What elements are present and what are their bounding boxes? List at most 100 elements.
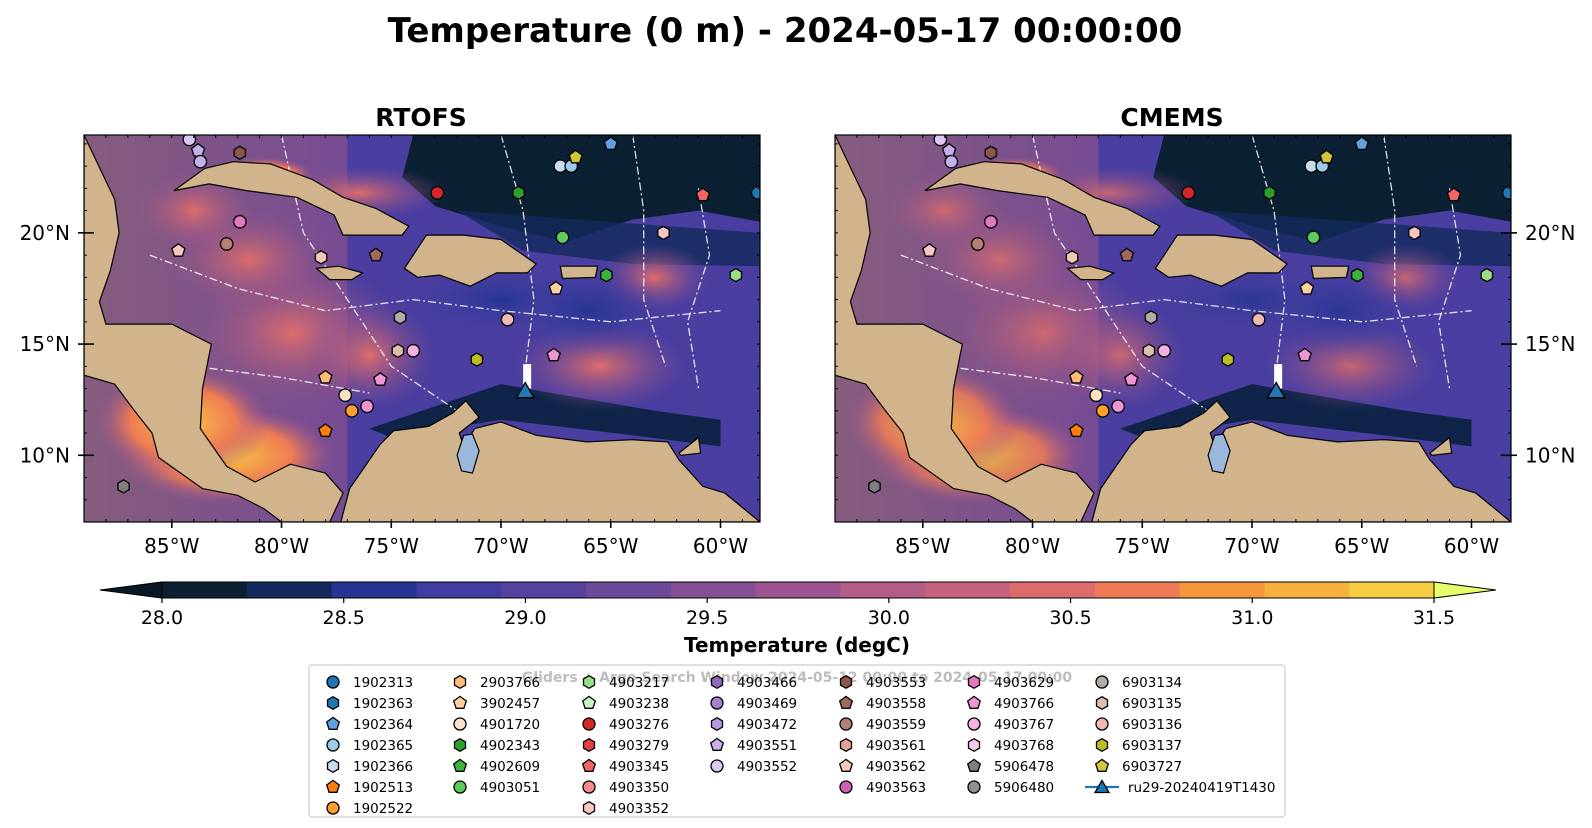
- legend-item: 4903279: [582, 737, 669, 754]
- argo-float-marker: [984, 145, 998, 161]
- legend-label: 4902609: [480, 759, 540, 775]
- land-jamaica: [315, 265, 365, 281]
- argo-float-marker: [1408, 225, 1421, 241]
- lon-tick-label: 80°W: [1005, 534, 1060, 558]
- float-legend-marker: [452, 758, 468, 772]
- legend-label: 1902364: [353, 717, 413, 733]
- float-legend-marker: [710, 696, 724, 710]
- panel-title: CMEMS: [1120, 103, 1223, 132]
- argo-float-marker: [933, 135, 948, 147]
- boundary-line: [1383, 135, 1418, 367]
- legend-label: 6903727: [1122, 759, 1182, 775]
- argo-float-marker: [555, 230, 570, 245]
- colorbar-segment: [1010, 582, 1096, 598]
- legend-label: 1902365: [353, 738, 413, 754]
- float-legend-marker: [582, 780, 596, 794]
- legend-watermark: Gliders + Argo Search Window 2024-05-12 …: [522, 670, 1073, 686]
- argo-float-marker: [373, 371, 388, 386]
- argo-float-marker: [182, 135, 197, 147]
- legend-item: 5906480: [967, 780, 1054, 796]
- argo-float-marker: [548, 280, 564, 295]
- argo-float-marker: [1446, 187, 1462, 202]
- legend-item: 1902522: [326, 801, 413, 817]
- colorbar-extend-low: [99, 581, 163, 599]
- float-legend-marker: [839, 717, 853, 731]
- lon-tick-label: 70°W: [1224, 534, 1279, 558]
- colorbar-segment: [586, 582, 672, 598]
- legend-label: 4903279: [609, 738, 669, 754]
- argo-float-marker: [1144, 310, 1158, 325]
- argo-float-marker: [1319, 149, 1334, 164]
- land-puertorico: [559, 265, 599, 280]
- argo-float-marker: [406, 343, 421, 358]
- legend-item: 6903136: [1095, 717, 1182, 733]
- lat-tick-label: 10°N: [1525, 443, 1575, 467]
- legend-item: 4903472: [710, 716, 797, 733]
- argo-float-marker: [470, 352, 484, 367]
- legend-item: 4903276: [582, 717, 669, 733]
- colorbar-tick-label: 29.0: [504, 607, 546, 629]
- argo-float-marker: [391, 343, 405, 359]
- legend-item: 4903563: [839, 780, 926, 796]
- legend-item: 1902365: [326, 738, 413, 754]
- legend-item: ru29-20240419T1430: [1085, 779, 1275, 796]
- legend-item: 1902313: [326, 675, 413, 691]
- argo-float-marker: [232, 214, 247, 229]
- legend: Gliders + Argo Search Window 2024-05-12 …: [308, 664, 1286, 818]
- argo-float-marker: [1089, 388, 1104, 403]
- legend-item: 4903629: [967, 674, 1054, 691]
- float-legend-marker: [453, 674, 467, 690]
- legend-label: 4903350: [609, 780, 669, 796]
- lon-tick-label: 65°W: [583, 534, 638, 558]
- argo-float-marker: [193, 154, 208, 169]
- map-panel-cmems: CMEMS 85°W 80°W 75°W 70°W 65°W 60°W 20°N 15°N 10…: [834, 103, 1575, 558]
- legend-label: 6903136: [1122, 717, 1182, 733]
- legend-item: 4903553: [839, 674, 926, 691]
- float-legend-marker: [326, 695, 340, 711]
- land-cuba: [173, 161, 410, 236]
- colorbar-label: Temperature (degC): [684, 633, 910, 657]
- float-legend-marker: [967, 780, 981, 794]
- legend-label: 4903767: [994, 717, 1054, 733]
- float-legend-marker: [581, 695, 597, 709]
- legend-item: 1902364: [325, 716, 413, 733]
- colorbar-segment: [162, 582, 248, 598]
- land-centralAm: [835, 135, 1095, 522]
- legend-label: 1902363: [353, 696, 413, 712]
- glider-legend-icon: [1085, 779, 1119, 794]
- float-legend-marker: [582, 737, 596, 753]
- legend-item: 1902513: [325, 779, 413, 796]
- argo-float-marker: [318, 369, 333, 384]
- argo-float-marker: [344, 403, 359, 418]
- colorbar-tick-label: 30.0: [868, 607, 910, 629]
- land-trinidad: [677, 436, 702, 456]
- land-hispaniola: [403, 234, 538, 287]
- argo-float-marker: [1181, 185, 1196, 200]
- argo-float-marker: [970, 237, 985, 251]
- legend-item: 6903134: [1095, 675, 1182, 691]
- legend-item: 4901720: [453, 717, 540, 733]
- lat-tick-label: 10°N: [20, 443, 70, 467]
- legend-item: 4903350: [582, 780, 669, 796]
- legend-label: 1902513: [353, 780, 413, 796]
- argo-float-marker: [1119, 247, 1135, 262]
- float-legend-marker: [839, 674, 853, 690]
- float-legend-marker: [326, 801, 340, 815]
- legend-item: 4903217: [582, 674, 669, 691]
- float-legend-marker: [839, 737, 853, 753]
- legend-label: 4903469: [737, 696, 797, 712]
- argo-float-marker: [944, 154, 959, 169]
- argo-float-marker: [318, 423, 333, 437]
- argo-float-marker: [1251, 312, 1266, 327]
- colorbar-tick-label: 28.5: [323, 607, 365, 629]
- colorbar-segment: [331, 582, 417, 598]
- argo-float-marker: [1069, 423, 1084, 437]
- float-legend-marker: [582, 800, 596, 816]
- boundary-line: [193, 365, 370, 394]
- boundary-line: [944, 365, 1121, 394]
- colorbar-segment: [840, 582, 926, 598]
- argo-float-marker: [922, 242, 937, 257]
- legend-label: 2903766: [480, 675, 540, 691]
- float-legend-marker: [966, 758, 982, 772]
